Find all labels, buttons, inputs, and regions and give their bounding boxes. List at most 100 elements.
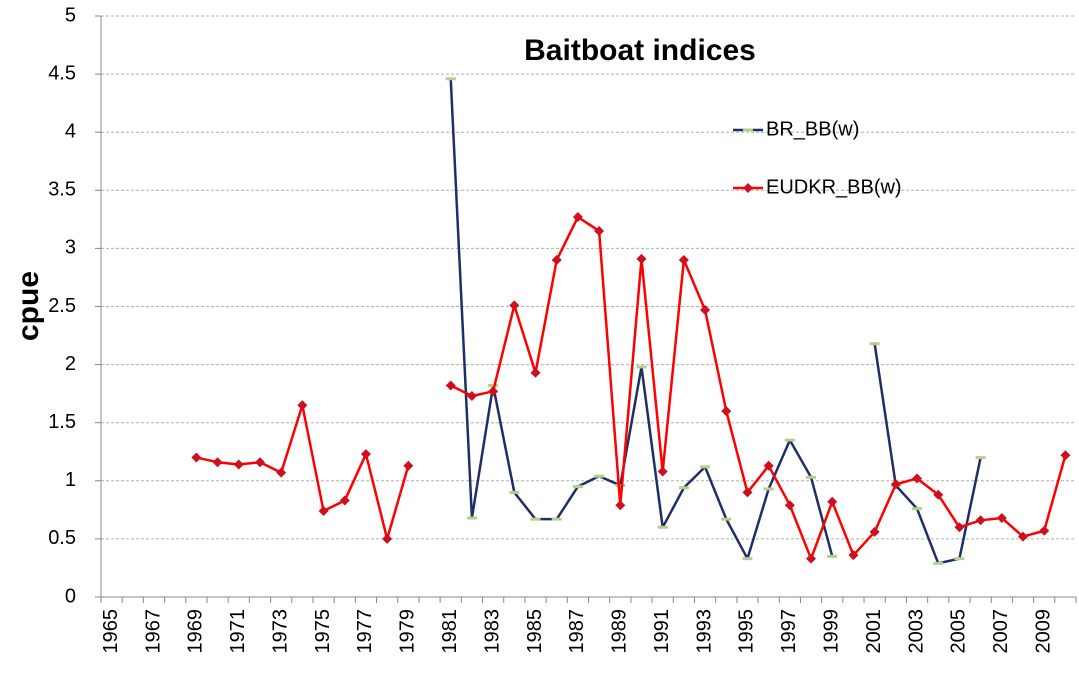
marker xyxy=(933,561,944,565)
marker xyxy=(297,400,308,411)
x-tick-label: 2001 xyxy=(863,609,885,654)
marker xyxy=(615,500,626,511)
marker xyxy=(445,77,456,81)
x-tick-label: 1999 xyxy=(821,609,843,654)
x-tick-label: 2007 xyxy=(990,609,1012,654)
marker xyxy=(996,512,1007,523)
marker xyxy=(191,452,202,463)
marker xyxy=(784,500,795,511)
marker xyxy=(827,554,838,558)
y-tick-label: 4 xyxy=(65,120,76,142)
marker xyxy=(1039,525,1050,536)
marker xyxy=(445,380,456,391)
marker xyxy=(742,557,753,561)
marker xyxy=(954,557,965,561)
series-line xyxy=(196,215,1067,560)
y-axis-label: cpue xyxy=(12,271,45,341)
x-tick-label: 1969 xyxy=(185,609,207,654)
x-tick-label: 1975 xyxy=(312,609,334,654)
y-tick-label: 3 xyxy=(65,237,76,259)
marker xyxy=(636,365,647,369)
x-tick-label: 2005 xyxy=(948,609,970,654)
marker xyxy=(509,300,520,311)
x-tick-label: 1985 xyxy=(524,609,546,654)
x-tick-label: 1991 xyxy=(651,609,673,654)
marker xyxy=(869,342,880,346)
x-tick-label: 1989 xyxy=(609,609,631,654)
marker xyxy=(763,460,774,471)
marker xyxy=(743,183,753,193)
y-tick-label: 2.5 xyxy=(48,295,76,317)
marker xyxy=(657,525,668,529)
x-tick-label: 1977 xyxy=(354,609,376,654)
marker xyxy=(276,467,287,478)
marker xyxy=(594,474,605,478)
marker xyxy=(657,466,668,477)
marker xyxy=(360,449,371,460)
marker xyxy=(890,479,901,490)
marker xyxy=(530,367,541,378)
marker xyxy=(466,390,477,401)
x-tick-label: 2009 xyxy=(1032,609,1054,654)
x-tick-label: 1995 xyxy=(736,609,758,654)
x-tick-label: 1997 xyxy=(778,609,800,654)
marker xyxy=(784,438,795,442)
x-tick-label: 1993 xyxy=(693,609,715,654)
x-tick-label: 2003 xyxy=(905,609,927,654)
marker xyxy=(763,487,774,491)
marker xyxy=(933,489,944,500)
marker xyxy=(742,487,753,498)
x-tick-label: 1967 xyxy=(142,609,164,654)
x-tick-label: 1979 xyxy=(397,609,419,654)
y-tick-label: 0 xyxy=(65,585,76,607)
marker xyxy=(466,516,477,520)
marker xyxy=(403,460,414,471)
x-tick-label: 1965 xyxy=(100,609,122,654)
marker xyxy=(339,495,350,506)
marker xyxy=(700,465,711,469)
legend-label: BR_BB(w) xyxy=(766,118,859,140)
marker xyxy=(848,550,859,561)
marker xyxy=(212,457,223,468)
y-tick-label: 0.5 xyxy=(48,527,76,549)
series-line xyxy=(449,78,982,565)
marker xyxy=(509,490,520,494)
y-tick-label: 3.5 xyxy=(48,179,76,201)
marker xyxy=(743,128,753,132)
marker xyxy=(721,406,732,417)
marker xyxy=(678,486,689,490)
marker xyxy=(806,475,817,479)
marker xyxy=(1018,531,1029,542)
marker xyxy=(488,384,499,388)
y-tick-label: 2 xyxy=(65,353,76,375)
marker xyxy=(636,253,647,264)
marker xyxy=(954,522,965,533)
marker xyxy=(615,483,626,487)
marker xyxy=(254,457,265,468)
marker xyxy=(1060,450,1071,461)
marker xyxy=(572,485,583,489)
marker xyxy=(869,526,880,537)
x-tick-label: 1971 xyxy=(227,609,249,654)
x-tick-label: 1987 xyxy=(566,609,588,654)
marker xyxy=(700,304,711,315)
marker xyxy=(488,386,499,397)
y-tick-label: 4.5 xyxy=(48,62,76,84)
marker xyxy=(530,517,541,521)
x-tick-label: 1981 xyxy=(439,609,461,654)
marker xyxy=(318,506,329,517)
marker xyxy=(572,212,583,223)
y-tick-label: 1 xyxy=(65,469,76,491)
legend-label: EUDKR_BB(w) xyxy=(766,176,902,198)
marker xyxy=(827,496,838,507)
x-tick-label: 1983 xyxy=(481,609,503,654)
marker xyxy=(912,473,923,484)
marker xyxy=(233,459,244,470)
marker xyxy=(721,517,732,521)
marker xyxy=(975,456,986,460)
marker xyxy=(678,255,689,266)
marker xyxy=(912,507,923,511)
marker xyxy=(594,225,605,236)
marker xyxy=(382,533,393,544)
y-tick-label: 1.5 xyxy=(48,411,76,433)
